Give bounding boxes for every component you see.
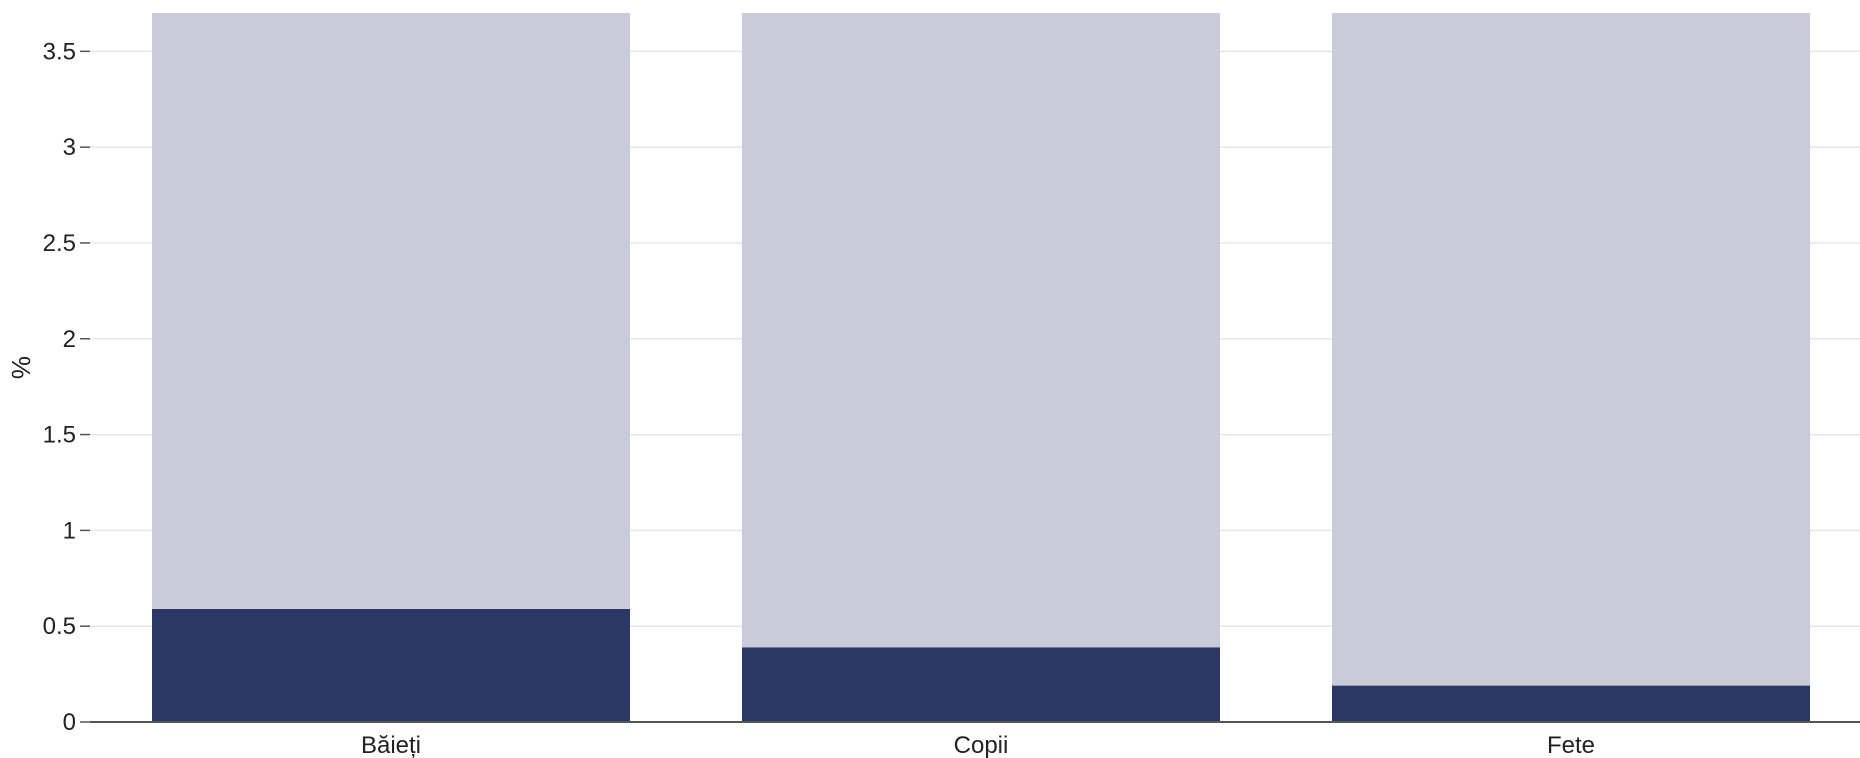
bar-segment-remainder (742, 13, 1220, 648)
bar-segment-remainder (152, 13, 630, 609)
y-tick-label: 1.5 (43, 422, 76, 449)
x-category-label: Fete (1547, 732, 1595, 758)
y-tick-label: 2.5 (43, 230, 76, 257)
y-tick-label: 0 (63, 709, 76, 736)
bar-segment-primary (1332, 685, 1810, 722)
bar-segment-remainder (1332, 13, 1810, 686)
labels: 0 0.5 1 1.5 2 2.5 3 3.5 Băieți Copii Fete% (6, 38, 1595, 758)
x-category-label: Copii (954, 732, 1009, 758)
bar-segment-primary (152, 608, 630, 722)
y-tick-label: 3 (63, 134, 76, 161)
y-tick-label: 1 (63, 517, 76, 544)
y-tick-label: 2 (63, 326, 76, 353)
bar-segment-primary (742, 647, 1220, 722)
bars (152, 13, 1810, 722)
y-tick-label: 0.5 (43, 613, 76, 640)
y-tick-label: 3.5 (43, 38, 76, 65)
x-category-label: Băieți (361, 732, 421, 758)
axes (80, 50, 1860, 723)
y-axis-title: % (6, 356, 36, 379)
